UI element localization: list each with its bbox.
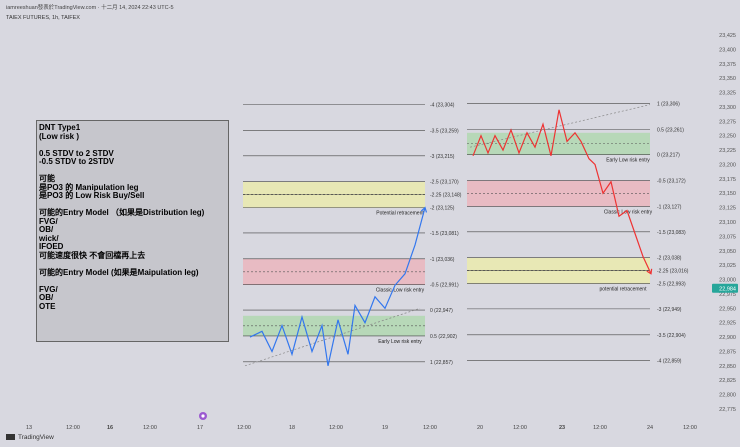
fib-level-label: 0.5 (22,902): [430, 334, 457, 340]
fib-level-label: -2.5 (22,993): [657, 282, 686, 288]
fib-level-label: -1.5 (23,081): [430, 231, 459, 237]
x-tick-label: 18: [289, 425, 295, 431]
fib-annotation: Early Low risk entry: [606, 158, 650, 164]
y-tick-label: 23,350: [719, 76, 736, 82]
y-tick-label: 22,950: [719, 306, 736, 312]
fib-level-label: -2.5 (23,170): [430, 180, 459, 186]
y-tick-label: 23,200: [719, 162, 736, 168]
fib-level-label: 0 (23,217): [657, 153, 680, 159]
y-tick-label: 23,175: [719, 177, 736, 183]
fib-level-label: -3.5 (22,904): [657, 333, 686, 339]
tradingview-icon: [6, 434, 15, 441]
y-tick-label: 22,900: [719, 335, 736, 341]
fib-annotation: Potential retracement: [376, 210, 424, 216]
tradingview-logo[interactable]: TradingView: [6, 434, 54, 441]
fib-level-label: -2 (23,125): [430, 206, 455, 212]
red-price-line: [472, 109, 652, 275]
y-tick-label: 23,275: [719, 119, 736, 125]
fib-level-label: -2.25 (23,148): [430, 192, 462, 198]
x-tick-label: 12:00: [237, 425, 251, 431]
y-tick-label: 23,300: [719, 105, 736, 111]
note-box: DNT Type1 (Low risk ) 0.5 STDV to 2 STDV…: [36, 120, 229, 342]
y-tick-label: 22,800: [719, 393, 736, 399]
fib-zone: [467, 180, 650, 207]
y-tick-label: 23,125: [719, 206, 736, 212]
fib-level-label: -0.5 (23,172): [657, 179, 686, 185]
fib-zone: [467, 132, 650, 155]
y-tick-label: 23,025: [719, 263, 736, 269]
y-tick-label: 23,000: [719, 278, 736, 284]
fib-level-label: 1 (22,857): [430, 360, 453, 366]
y-tick-label: 22,775: [719, 407, 736, 413]
x-tick-label: 12:00: [513, 425, 527, 431]
fib-annotation: potential retracement: [600, 286, 648, 292]
y-tick-label: 22,825: [719, 378, 736, 384]
fib-level-label: -0.5 (22,991): [430, 283, 459, 289]
trend-line-left: [244, 307, 421, 367]
y-tick-label: 23,375: [719, 62, 736, 68]
symbol-title[interactable]: TAIEX FUTURES, 1h, TAIFEX: [6, 15, 80, 21]
x-tick-label: 12:00: [683, 425, 697, 431]
fib-level-label: 0 (22,947): [430, 308, 453, 314]
y-tick-label: 23,225: [719, 148, 736, 154]
footer-bar: [0, 431, 740, 447]
arrow-head: [420, 206, 428, 213]
x-tick-label: 19: [382, 425, 388, 431]
y-tick-label: 23,150: [719, 191, 736, 197]
fib-level-label: -2 (23,038): [657, 256, 682, 262]
x-tick-label: 23: [559, 425, 565, 431]
fib-level-label: -3.5 (23,259): [430, 129, 459, 135]
fib-level-label: -1 (23,127): [657, 204, 682, 210]
fib-annotation: Classic Low risk entry: [376, 288, 425, 294]
fib-level-label: -3 (22,949): [657, 307, 682, 313]
fib-zone: [243, 315, 425, 336]
fib-annotation: Early Low risk entry: [378, 339, 422, 345]
fib-level-label: -4 (22,859): [657, 359, 682, 365]
last-price-badge: [712, 283, 738, 293]
y-tick-label: 22,975: [719, 292, 736, 298]
y-tick-label: 22,850: [719, 364, 736, 370]
blue-price-line: [249, 207, 426, 366]
x-tick-label: 13: [26, 425, 32, 431]
x-tick-label: 12:00: [423, 425, 437, 431]
y-tick-label: 22,925: [719, 321, 736, 327]
fib-level-label: 0.5 (23,261): [657, 127, 684, 133]
tradingview-brand: TradingView: [18, 434, 54, 441]
x-tick-label: 12:00: [329, 425, 343, 431]
y-tick-label: 23,400: [719, 47, 736, 53]
x-tick-label: 12:00: [593, 425, 607, 431]
x-tick-label: 16: [107, 425, 113, 431]
arrow-head: [646, 268, 653, 275]
y-tick-label: 22,875: [719, 349, 736, 355]
x-tick-label: 24: [647, 425, 653, 431]
last-price-label: 22,984: [719, 287, 736, 293]
x-tick-label: 17: [197, 425, 203, 431]
attribution-text: iamreeshuan發表於TradingView.com · 十二月 14, …: [6, 5, 174, 11]
x-tick-label: 12:00: [143, 425, 157, 431]
fib-level-label: -2.25 (23,016): [657, 268, 689, 274]
fib-level-label: -1.5 (23,083): [657, 230, 686, 236]
fib-level-label: -4 (23,304): [430, 103, 455, 109]
time-marker-dot: [201, 414, 205, 418]
y-tick-label: 23,050: [719, 249, 736, 255]
fib-level-label: 1 (23,306): [657, 101, 680, 107]
x-tick-label: 20: [477, 425, 483, 431]
y-tick-label: 23,100: [719, 220, 736, 226]
fib-level-label: -3 (23,215): [430, 154, 455, 160]
y-tick-label: 23,250: [719, 134, 736, 140]
x-tick-label: 12:00: [66, 425, 80, 431]
y-tick-label: 23,325: [719, 91, 736, 97]
fib-level-label: -1 (23,036): [430, 257, 455, 263]
y-tick-label: 23,425: [719, 33, 736, 39]
fib-zone: [243, 258, 425, 285]
trend-line-right: [469, 104, 651, 148]
y-tick-label: 23,075: [719, 234, 736, 240]
